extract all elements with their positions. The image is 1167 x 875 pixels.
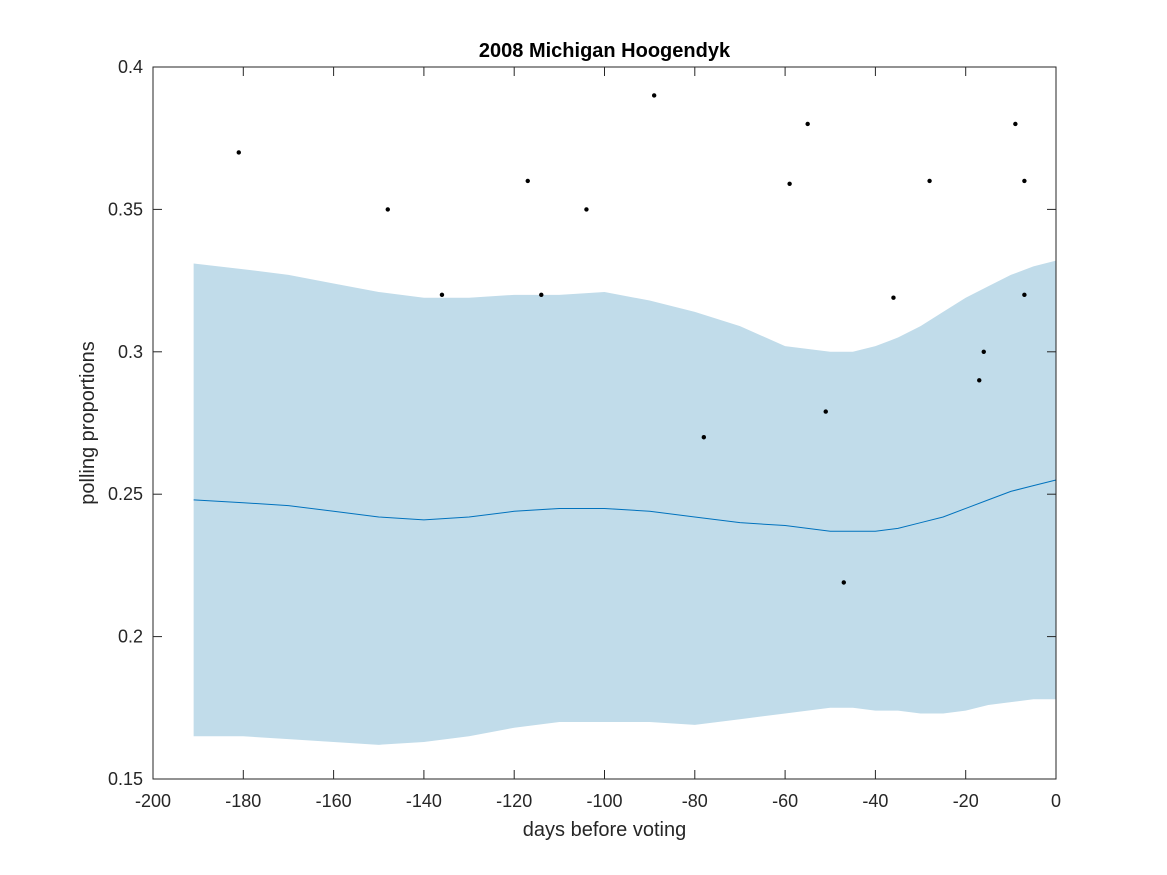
x-axis-label: days before voting [523, 819, 686, 841]
chart-title: 2008 Michigan Hoogendyk [479, 40, 731, 62]
data-point-14 [977, 378, 982, 383]
data-point-18 [1022, 292, 1027, 298]
y-tick-label: 0.3 [118, 342, 143, 362]
data-point-17 [1022, 178, 1027, 184]
data-point-11 [841, 580, 846, 585]
data-point-3 [525, 178, 530, 184]
data-point-16 [1013, 121, 1018, 127]
x-tick-label: -40 [862, 791, 888, 811]
data-point-9 [805, 121, 810, 127]
data-point-15 [981, 349, 986, 354]
x-tick-label: -120 [496, 791, 532, 811]
data-point-6 [651, 93, 657, 98]
y-axis-label: polling proportions [77, 341, 99, 504]
data-point-1 [385, 207, 390, 212]
y-tick-label: 0.35 [108, 199, 143, 219]
data-point-4 [539, 292, 544, 298]
confidence-band [193, 260, 1056, 745]
confidence-band-area [193, 260, 1056, 745]
x-tick-label: -60 [772, 791, 798, 811]
y-tick-label: 0.25 [108, 484, 143, 504]
data-point-10 [823, 409, 828, 414]
series-lines [193, 479, 1057, 532]
x-tick-label: 0 [1051, 791, 1061, 811]
series-line-0 [193, 479, 1057, 532]
x-tick-label: -80 [682, 791, 708, 811]
x-tick-label: -200 [135, 791, 171, 811]
y-tick-label: 0.4 [118, 57, 143, 77]
data-point-2 [439, 292, 445, 298]
data-point-12 [891, 295, 896, 300]
y-tick-label: 0.15 [108, 769, 143, 789]
y-tick-label: 0.2 [118, 627, 143, 647]
data-point-5 [584, 207, 589, 212]
x-tick-label: -100 [586, 791, 622, 811]
y-axis-ticks: 0.15 0.2 0.25 0.3 0.35 0.4 [108, 57, 1056, 789]
data-points [236, 93, 1027, 585]
x-tick-label: -140 [406, 791, 442, 811]
x-tick-label: -180 [225, 791, 261, 811]
x-tick-label: -160 [316, 791, 352, 811]
data-point-7 [701, 435, 707, 440]
x-axis-ticks: -200 -180 -160 -140 -120 -100 -80 -60 -40 -20 0 [135, 67, 1061, 811]
x-tick-label: -20 [953, 791, 979, 811]
data-point-0 [236, 150, 241, 155]
data-point-13 [927, 178, 932, 184]
data-point-8 [787, 181, 792, 186]
